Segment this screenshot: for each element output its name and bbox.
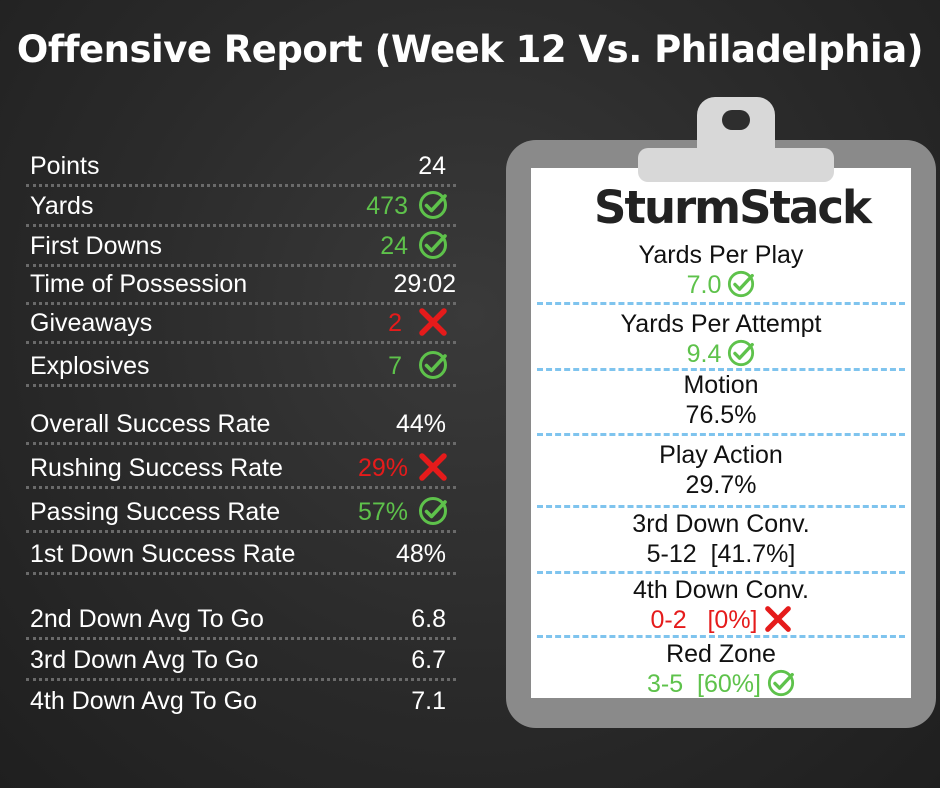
stat-value: 57% <box>357 498 408 526</box>
stat-row-passing-success-rate: Passing Success Rate 57% <box>26 494 456 533</box>
divider <box>537 302 905 305</box>
stat-row-time-of-possession: Time of Possession 29:02 <box>26 266 456 305</box>
stat-value: 2 <box>388 309 402 337</box>
x-mark-icon <box>419 308 447 336</box>
divider <box>537 571 905 574</box>
stat-value: 6.8 <box>411 605 446 633</box>
metric-label: Yards Per Play <box>638 241 804 269</box>
x-mark-icon <box>419 453 447 481</box>
metric-value: 9.4 <box>531 339 911 369</box>
metric-value: 5-12 [41.7%] <box>646 540 796 568</box>
brand-logo: SturmStack <box>594 181 872 234</box>
stat-label: First Downs <box>30 232 162 260</box>
stat-value: 24 <box>418 152 446 180</box>
metric-value-text: 9.4 <box>686 340 722 368</box>
stat-row-first-downs: First Downs 24 <box>26 228 456 267</box>
metric-4th-down-conv: 4th Down Conv. 0-2 [0%] <box>531 575 911 635</box>
check-circle-icon <box>728 270 755 298</box>
stat-row-1st-down-success-rate: 1st Down Success Rate 48% <box>26 536 456 575</box>
stat-value: 29:02 <box>393 270 456 298</box>
stat-label: Time of Possession <box>30 270 248 298</box>
metric-yards-per-play: Yards Per Play 7.0 <box>531 240 911 300</box>
stat-value: 48% <box>395 540 446 568</box>
stat-value: 7 <box>388 352 402 380</box>
stat-value: 24 <box>380 232 408 260</box>
metric-yards-per-attempt: Yards Per Attempt 9.4 <box>531 309 911 369</box>
metric-value: 29.7% <box>685 471 757 499</box>
stat-row-points: Points 24 <box>26 148 456 187</box>
stat-value: 29% <box>357 454 408 482</box>
metric-label: Yards Per Attempt <box>620 310 822 338</box>
stat-row-2nd-down-avg-to-go: 2nd Down Avg To Go 6.8 <box>26 601 456 640</box>
stat-value: 7.1 <box>411 687 446 715</box>
check-circle-icon <box>728 339 755 367</box>
stat-row-yards: Yards 473 <box>26 188 456 227</box>
metric-red-zone: Red Zone 3-5 [60%] <box>531 639 911 699</box>
check-circle-icon <box>419 231 447 259</box>
stat-row-explosives: Explosives 7 <box>26 348 456 387</box>
divider <box>537 368 905 371</box>
metric-label: 3rd Down Conv. <box>632 510 810 538</box>
stat-value: 473 <box>366 192 408 220</box>
stat-row-giveaways: Giveaways 2 <box>26 305 456 344</box>
metric-value: 0-2 [0%] <box>531 605 911 635</box>
stat-label: Overall Success Rate <box>30 410 271 438</box>
stat-row-rushing-success-rate: Rushing Success Rate 29% <box>26 450 456 489</box>
report-title: Offensive Report (Week 12 Vs. Philadelph… <box>16 28 924 71</box>
metric-label: 4th Down Conv. <box>632 576 809 604</box>
metric-play-action: Play Action 29.7% <box>531 440 911 500</box>
stat-value: 44% <box>395 410 446 438</box>
metric-label: Play Action <box>659 441 783 469</box>
metric-value: 3-5 [60%] <box>531 669 911 699</box>
stat-label: Passing Success Rate <box>30 498 281 526</box>
stat-value: 6.7 <box>411 646 446 674</box>
stat-label: 2nd Down Avg To Go <box>30 605 264 633</box>
metric-value-text: 7.0 <box>686 271 722 299</box>
metric-value-text: 0-2 [0%] <box>650 606 758 634</box>
stat-label: Giveaways <box>30 309 153 337</box>
stat-label: Rushing Success Rate <box>30 454 283 482</box>
metric-3rd-down-conv: 3rd Down Conv. 5-12 [41.7%] <box>531 509 911 569</box>
metric-value: 76.5% <box>685 401 757 429</box>
check-circle-icon <box>419 497 447 525</box>
x-mark-icon <box>764 606 791 632</box>
stat-label: 4th Down Avg To Go <box>30 687 258 715</box>
divider <box>537 433 905 436</box>
metric-label: Red Zone <box>666 640 776 668</box>
divider <box>537 635 905 638</box>
stat-label: Explosives <box>30 352 150 380</box>
stat-row-3rd-down-avg-to-go: 3rd Down Avg To Go 6.7 <box>26 642 456 681</box>
metric-value-text: 3-5 [60%] <box>647 670 761 698</box>
check-circle-icon <box>419 351 447 379</box>
check-circle-icon <box>419 191 447 219</box>
clipboard-clip-hole <box>722 110 750 130</box>
metric-motion: Motion 76.5% <box>531 370 911 430</box>
stat-row-4th-down-avg-to-go: 4th Down Avg To Go 7.1 <box>26 683 456 719</box>
stat-label: Points <box>30 152 100 180</box>
stat-label: Yards <box>30 192 94 220</box>
stat-label: 3rd Down Avg To Go <box>30 646 259 674</box>
metric-value: 7.0 <box>531 270 911 300</box>
check-circle-icon <box>767 669 795 697</box>
divider <box>537 505 905 508</box>
stat-label: 1st Down Success Rate <box>30 540 296 568</box>
metric-label: Motion <box>683 371 759 399</box>
stat-row-overall-success-rate: Overall Success Rate 44% <box>26 406 456 445</box>
